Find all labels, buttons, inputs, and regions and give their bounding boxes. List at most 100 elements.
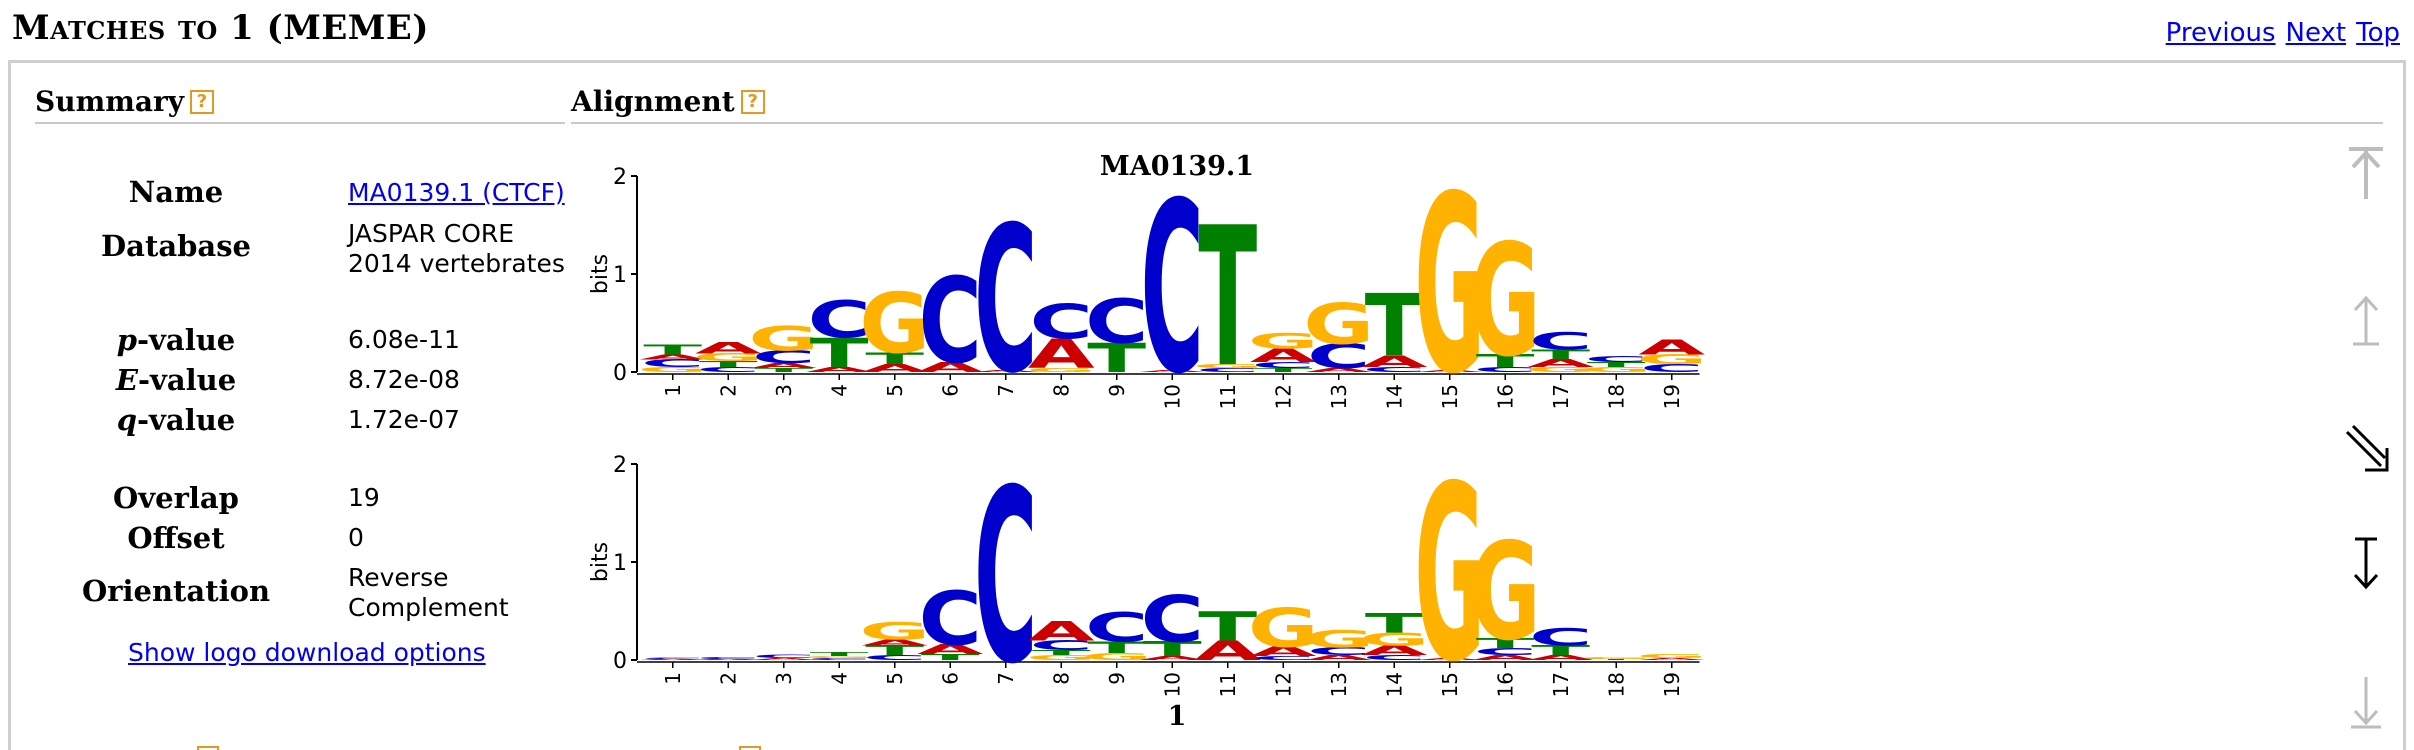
arrow-to-bottom-icon (2351, 677, 2381, 729)
database-line1: JASPAR CORE (348, 219, 515, 248)
bottom-logo-letter-A: A (750, 658, 817, 661)
shift-up-control[interactable] (2341, 288, 2391, 348)
bottom-logo-letter-A: A (639, 659, 706, 661)
top-logo-letter-A: A (1139, 370, 1206, 373)
top-logo-position-label: 4 (827, 384, 851, 397)
top-logo-letter-A: A (972, 370, 1039, 373)
top-logo-y-axis-label: bits (588, 254, 613, 294)
bottom-logo-letter-G: G (1081, 651, 1152, 662)
top-logo-letter-G: G (1414, 145, 1485, 429)
bottom-logo-letter-T: T (1476, 636, 1535, 652)
top-logo-letter-A: A (1638, 336, 1705, 359)
bottom-logo-letter-T: T (810, 651, 869, 657)
bottom-logo-letter-T: T (1032, 649, 1091, 657)
bottom-logo-y-tick-label: 2 (613, 453, 627, 478)
top-logo-letter-C: C (919, 254, 982, 391)
top-logo-letter-T: T (1254, 367, 1313, 373)
top-logo-letter-T: T (1365, 277, 1424, 377)
top-logo-letter-T: T (1087, 335, 1146, 382)
bottom-logo-y-tick-label: 0 (613, 649, 627, 674)
bottom-logo-letter-C: C (1141, 581, 1204, 656)
bottom-logo-letter-C: C (808, 658, 871, 661)
bottom-logo-position-label: 2 (716, 672, 740, 685)
pvalue-label-italic: p (116, 323, 138, 357)
evalue-label-rest: -value (137, 363, 237, 397)
evalue-label-italic: E (115, 363, 138, 397)
bottom-logo-letter-G: G (1414, 434, 1485, 715)
bottom-logo-letter-C: C (752, 654, 815, 659)
alignment-help-icon[interactable]: ? (740, 90, 765, 114)
shift-to-end-control[interactable] (2341, 671, 2391, 731)
top-logo-letter-C: C (1030, 296, 1093, 350)
bottom-logo-letter-A: A (1250, 644, 1317, 660)
bottom-logo-letter-G: G (1581, 657, 1652, 660)
top-logo-letter-G: G (1636, 352, 1707, 368)
bottom-logo-letter-T: T (921, 653, 980, 662)
bottom-logo-position-label: 6 (938, 672, 962, 685)
top-logo-position-label: 2 (716, 384, 740, 397)
top-logo-letter-C: C (752, 347, 815, 367)
top-logo-letter-T: T (865, 349, 924, 368)
top-logo-position-label: 16 (1493, 384, 1517, 409)
top-logo-title: MA0139.1 (1100, 151, 1254, 182)
next-section-help-icon[interactable] (197, 746, 219, 750)
top-logo-letter-C: C (1363, 366, 1426, 374)
top-logo-letter-T: T (643, 342, 702, 358)
offset-label: Offset (127, 521, 225, 555)
top-logo-letter-C: C (1307, 337, 1370, 376)
top-logo-letter-G: G (1192, 363, 1263, 369)
top-logo-letter-T: T (1476, 351, 1536, 371)
bottom-logo-letter-T: T (1143, 637, 1202, 660)
overlap-label: Overlap (113, 481, 239, 515)
previous-link[interactable]: Previous (2165, 18, 2276, 48)
arrow-to-top-icon (2349, 147, 2383, 199)
top-logo-letter-G: G (1026, 367, 1097, 373)
top-logo-letter-C: C (1640, 362, 1703, 374)
top-nav: Previous Next Top (2156, 18, 2400, 48)
top-logo-letter-G: G (637, 366, 708, 374)
overlap-value: 19 (348, 483, 380, 512)
bottom-logo-letter-A: A (861, 638, 929, 647)
bottom-logo-letter-A: A (1416, 658, 1483, 661)
top-logo-position-label: 15 (1438, 384, 1462, 409)
top-logo-y-tick-label: 2 (613, 165, 627, 190)
bottom-logo-letter-A: A (695, 659, 762, 661)
bottom-logo-letter-C: C (1307, 645, 1370, 657)
bottom-logo-letter-C: C (1030, 638, 1093, 654)
bottom-logo-letter-G: G (1359, 629, 1430, 649)
database-value: JASPAR CORE 2014 vertebrates (348, 219, 565, 279)
top-logo-letter-C: C (1252, 361, 1315, 370)
qvalue-label-italic: q (116, 403, 138, 437)
top-logo-letter-C: C (974, 183, 1037, 418)
top-logo-letter-C: C (1085, 287, 1148, 358)
summary-heading-text: Summary (35, 85, 184, 118)
top-logo-letter-A: A (750, 362, 818, 370)
pvalue-label: p-value (51, 323, 301, 357)
bottom-logo-position-label: 14 (1382, 672, 1406, 697)
top-logo-letter-A: A (1305, 367, 1372, 373)
bottom-logo-letter-C: C (974, 439, 1037, 717)
orientation-label: Orientation (81, 574, 271, 608)
bottom-logo-position-label: 5 (883, 672, 907, 685)
next-section-help-icon-2[interactable] (739, 746, 761, 750)
summary-help-icon[interactable]: ? (190, 90, 214, 114)
reverse-complement-control[interactable] (2341, 418, 2391, 478)
next-link[interactable]: Next (2285, 18, 2347, 48)
bottom-logo-position-label: 10 (1160, 672, 1184, 697)
top-link[interactable]: Top (2356, 18, 2400, 48)
top-logo-position-label: 3 (772, 384, 796, 397)
top-logo-letter-C: C (1196, 367, 1259, 373)
top-logo-letter-A: A (1361, 352, 1428, 371)
top-logo-letter-G: G (1525, 366, 1596, 374)
orientation-line1: Reverse (348, 563, 449, 592)
top-logo-letter-T: T (1587, 361, 1646, 369)
motif-name-link[interactable]: MA0139.1 (CTCF) (348, 178, 565, 207)
top-logo-letter-A: A (861, 362, 928, 374)
top-logo-letter-C: C (808, 290, 871, 350)
shift-down-control[interactable] (2341, 533, 2391, 593)
show-logo-download-options-link[interactable]: Show logo download options (128, 638, 486, 667)
shift-to-start-control[interactable] (2341, 143, 2391, 203)
bottom-logo-position-label: 3 (772, 672, 796, 685)
summary-heading: Summary? (35, 85, 565, 124)
bottom-logo-position-label: 12 (1271, 672, 1295, 697)
